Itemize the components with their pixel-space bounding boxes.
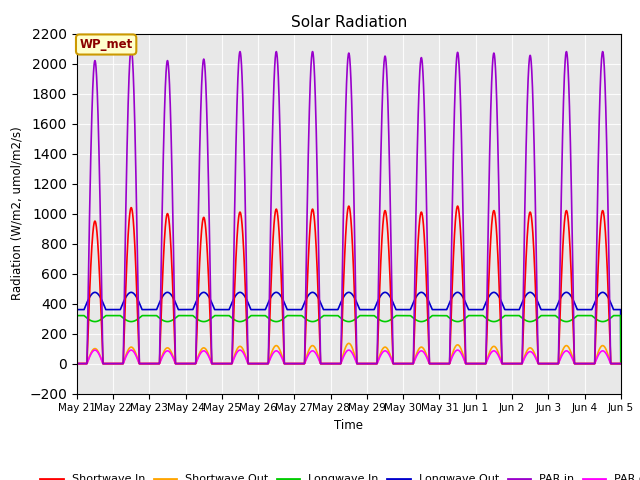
X-axis label: Time: Time [334,419,364,432]
Title: Solar Radiation: Solar Radiation [291,15,407,30]
Y-axis label: Radiation (W/m2, umol/m2/s): Radiation (W/m2, umol/m2/s) [11,127,24,300]
Legend: Shortwave In, Shortwave Out, Longwave In, Longwave Out, PAR in, PAR out: Shortwave In, Shortwave Out, Longwave In… [36,470,640,480]
Text: WP_met: WP_met [79,38,132,51]
